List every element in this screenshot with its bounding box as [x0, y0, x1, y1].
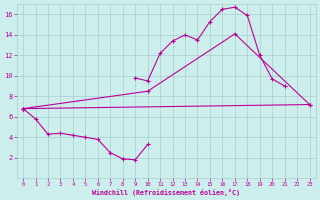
X-axis label: Windchill (Refroidissement éolien,°C): Windchill (Refroidissement éolien,°C) [92, 189, 240, 196]
